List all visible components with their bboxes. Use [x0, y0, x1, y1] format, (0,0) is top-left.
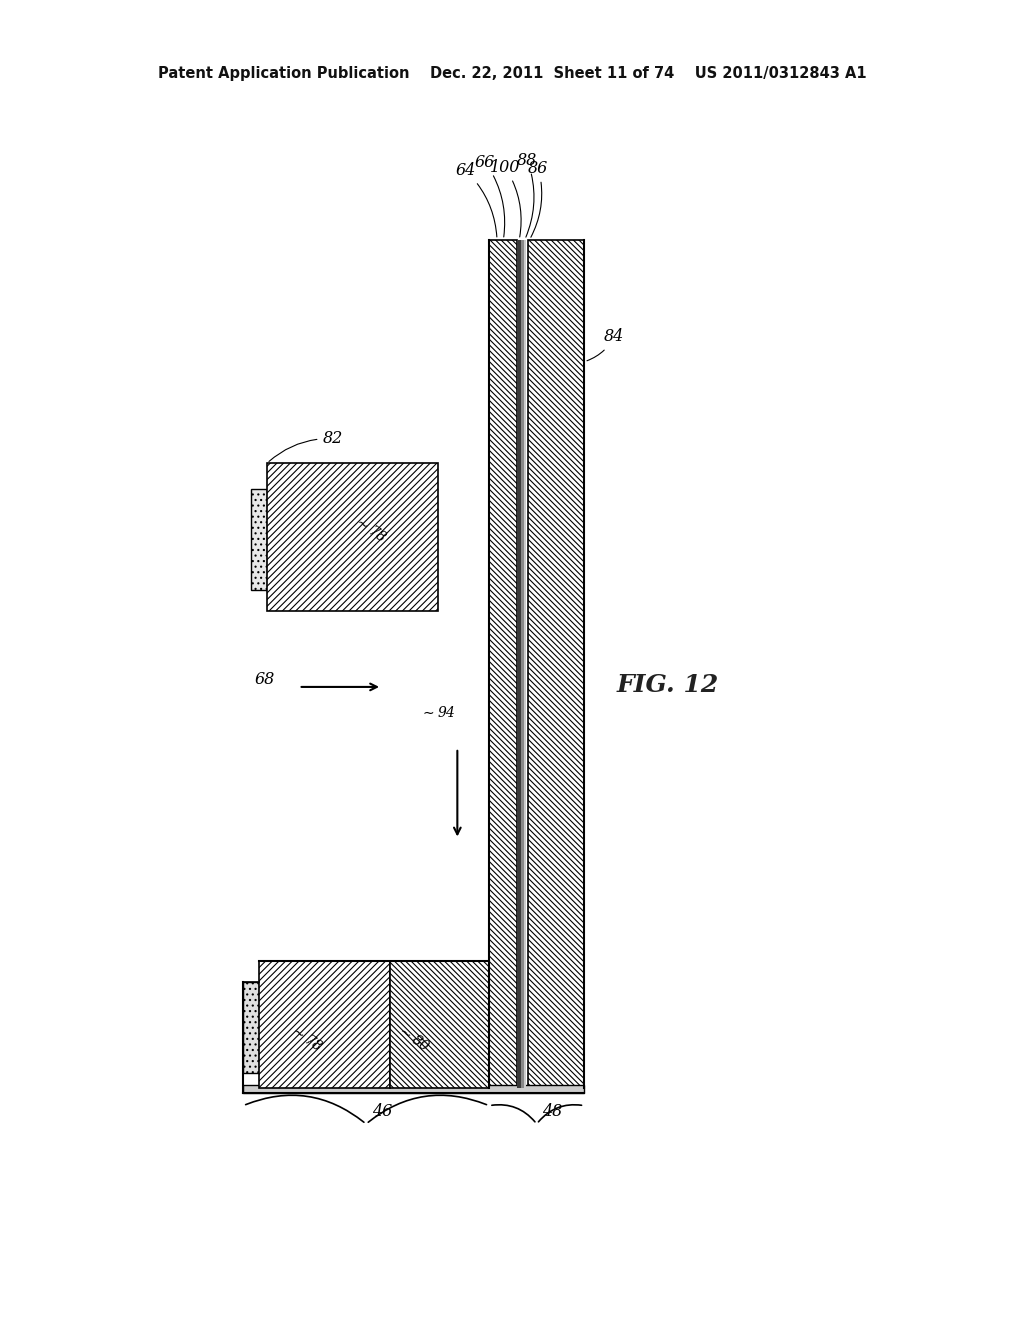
- Text: $\sim$80: $\sim$80: [394, 1022, 433, 1055]
- Text: 64: 64: [455, 162, 497, 238]
- Bar: [524, 240, 525, 1089]
- Text: 88: 88: [517, 152, 538, 238]
- Text: 66: 66: [475, 153, 505, 238]
- Text: 100: 100: [489, 158, 521, 238]
- Text: 48: 48: [543, 1102, 563, 1119]
- Bar: [517, 240, 521, 1089]
- Bar: [267, 463, 437, 611]
- Bar: [251, 488, 267, 590]
- Bar: [390, 961, 489, 1089]
- Text: 82: 82: [269, 430, 343, 462]
- Bar: [243, 982, 259, 1073]
- Bar: [528, 240, 585, 1089]
- Text: $\sim$78: $\sim$78: [288, 1022, 326, 1055]
- Bar: [521, 240, 524, 1089]
- Text: 84: 84: [587, 329, 625, 360]
- Text: $\sim$94: $\sim$94: [420, 705, 456, 721]
- Text: 68: 68: [255, 671, 274, 688]
- Bar: [489, 240, 517, 1089]
- Bar: [259, 961, 390, 1089]
- Text: 86: 86: [528, 160, 549, 238]
- Text: FIG. 12: FIG. 12: [616, 673, 719, 697]
- Text: Patent Application Publication    Dec. 22, 2011  Sheet 11 of 74    US 2011/03128: Patent Application Publication Dec. 22, …: [158, 66, 866, 82]
- Text: $\sim$78: $\sim$78: [351, 513, 389, 546]
- Text: 46: 46: [372, 1102, 392, 1119]
- Bar: [243, 1085, 585, 1093]
